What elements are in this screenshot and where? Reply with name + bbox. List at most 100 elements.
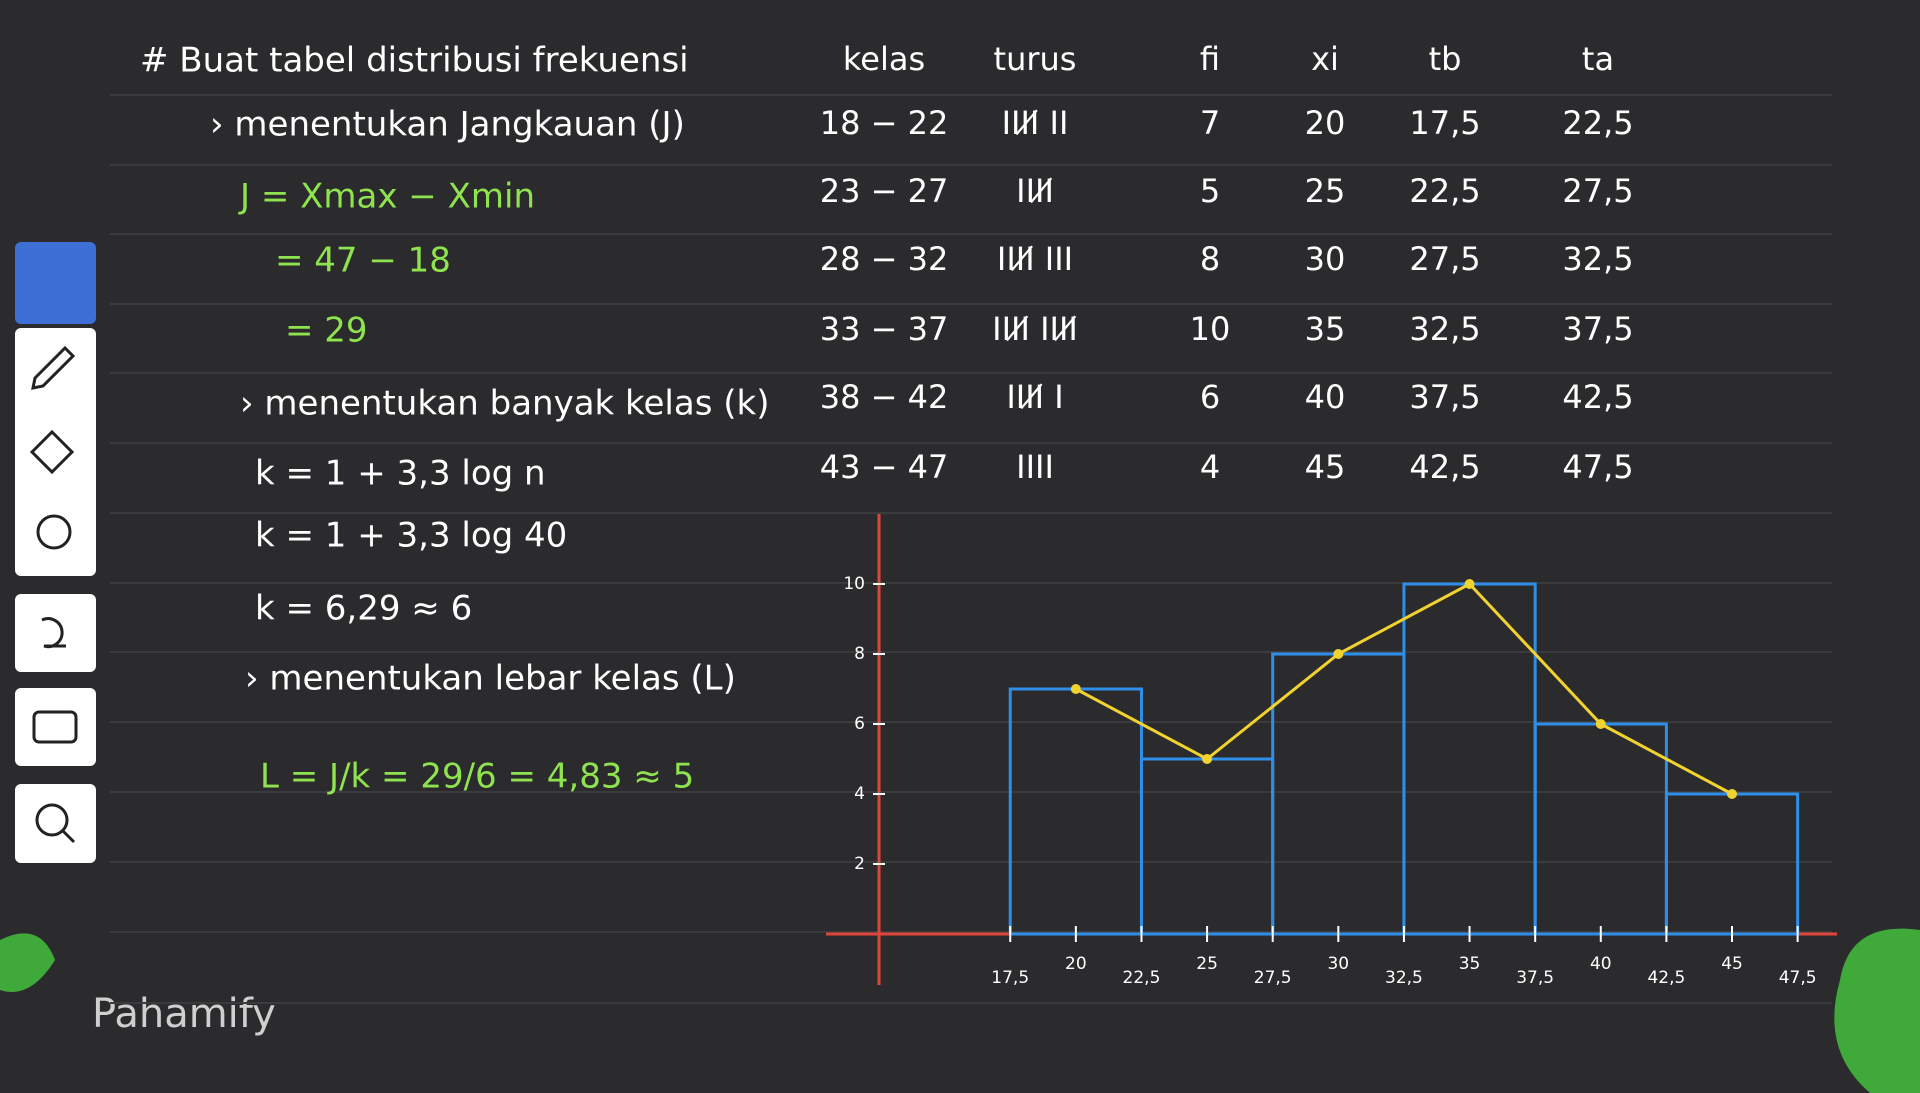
table-cell: 22,5 bbox=[1562, 104, 1633, 142]
laser-tool[interactable] bbox=[36, 514, 72, 550]
y-tick-label: 2 bbox=[854, 854, 865, 874]
table-cell: 27,5 bbox=[1409, 240, 1480, 278]
table-header: tb bbox=[1429, 40, 1462, 78]
x-tick-label: 45 bbox=[1721, 954, 1743, 974]
table-cell: 32,5 bbox=[1409, 310, 1480, 348]
table-cell: 18 − 22 bbox=[820, 104, 949, 142]
table-cell: IIII̸ II bbox=[1002, 104, 1069, 142]
table-cell: 4 bbox=[1200, 448, 1220, 486]
table-cell: IIII̸ IIII̸ bbox=[992, 310, 1078, 348]
histogram: 2 4 6 8 10 17,5 20 22,5 25 27,5 30 32,5 35 37,5 40 42,5… bbox=[826, 514, 1837, 988]
table-cell: 25 bbox=[1305, 172, 1346, 210]
note-line: k = 6,29 ≈ 6 bbox=[255, 589, 472, 629]
y-tick-label: 4 bbox=[854, 784, 865, 804]
table-cell: 20 bbox=[1305, 104, 1346, 142]
logo: Pahamify bbox=[92, 991, 276, 1037]
note-line: # Buat tabel distribusi frekuensi bbox=[140, 41, 689, 81]
frequency-polygon bbox=[1075, 582, 1733, 796]
y-tick-label: 10 bbox=[843, 574, 865, 594]
x-tick-label: 17,5 bbox=[991, 968, 1029, 988]
table-cell: IIII bbox=[1016, 448, 1054, 486]
polygon-point bbox=[1070, 684, 1081, 694]
polygon-point bbox=[1464, 579, 1475, 589]
table-cell: 30 bbox=[1305, 240, 1346, 278]
undo-tool[interactable] bbox=[15, 594, 96, 672]
x-tick-label: 25 bbox=[1196, 954, 1218, 974]
x-tick-label: 37,5 bbox=[1516, 968, 1554, 988]
table-cell: 8 bbox=[1200, 240, 1220, 278]
table-cell: 43 − 47 bbox=[820, 448, 949, 486]
x-tick-label: 40 bbox=[1590, 954, 1612, 974]
table-cell: IIII̸ I bbox=[1006, 378, 1063, 416]
table-cell: 22,5 bbox=[1409, 172, 1480, 210]
table-cell: 5 bbox=[1200, 172, 1220, 210]
table-cell: 27,5 bbox=[1562, 172, 1633, 210]
x-tick-label: 47,5 bbox=[1779, 968, 1817, 988]
note-line: J = Xmax − Xmin bbox=[238, 177, 535, 217]
notes: # Buat tabel distribusi frekuensi › menen… bbox=[140, 41, 769, 797]
x-tick-label: 42,5 bbox=[1647, 968, 1685, 988]
x-tick-label: 35 bbox=[1459, 954, 1481, 974]
x-tick-label: 22,5 bbox=[1123, 968, 1161, 988]
eraser-tool[interactable] bbox=[29, 429, 75, 475]
shape-icon bbox=[32, 710, 78, 744]
note-line: L = J/k = 29/6 = 4,83 ≈ 5 bbox=[260, 757, 694, 797]
polygon-point bbox=[1727, 789, 1738, 799]
table-header: kelas bbox=[843, 40, 925, 78]
ruled-lines bbox=[110, 94, 1832, 1004]
note-line: k = 1 + 3,3 log 40 bbox=[255, 516, 567, 556]
table-header: fi bbox=[1200, 40, 1220, 78]
note-line: = 47 − 18 bbox=[275, 241, 451, 281]
table-cell: 7 bbox=[1200, 104, 1220, 142]
x-tick-label: 20 bbox=[1065, 954, 1087, 974]
table-cell: 37,5 bbox=[1562, 310, 1633, 348]
zoom-tool[interactable] bbox=[15, 784, 96, 863]
table-cell: 35 bbox=[1305, 310, 1346, 348]
shape-tool[interactable] bbox=[15, 688, 96, 766]
table-cell: IIII̸ bbox=[1016, 172, 1054, 210]
polygon-point bbox=[1202, 754, 1213, 764]
note-line: › menentukan lebar kelas (L) bbox=[245, 659, 736, 699]
table-cell: 42,5 bbox=[1409, 448, 1480, 486]
table-cell: 37,5 bbox=[1409, 378, 1480, 416]
table-cell: IIII̸ III bbox=[997, 240, 1073, 278]
y-tick-label: 8 bbox=[854, 644, 865, 664]
polygon-point bbox=[1333, 649, 1344, 659]
table-cell: 38 − 42 bbox=[820, 378, 949, 416]
note-line: › menentukan Jangkauan (J) bbox=[210, 105, 685, 145]
x-tick-label: 30 bbox=[1327, 954, 1349, 974]
table-cell: 42,5 bbox=[1562, 378, 1633, 416]
x-tick-label: 32,5 bbox=[1385, 968, 1423, 988]
table-cell: 23 − 27 bbox=[820, 172, 949, 210]
polygon-point bbox=[1595, 719, 1606, 729]
y-tick-label: 6 bbox=[854, 714, 865, 734]
zoom-icon bbox=[35, 803, 69, 837]
table: kelas turus fi xi tb ta 18 − 22 IIII̸ II 7 20 17,5… bbox=[820, 40, 1634, 486]
undo-icon bbox=[41, 617, 66, 649]
table-cell: 28 − 32 bbox=[820, 240, 949, 278]
table-header: ta bbox=[1582, 40, 1614, 78]
hand-tool[interactable] bbox=[15, 242, 96, 324]
pen-tool[interactable] bbox=[31, 345, 76, 390]
table-cell: 33 − 37 bbox=[820, 310, 949, 348]
x-tick-label: 27,5 bbox=[1254, 968, 1292, 988]
table-cell: 6 bbox=[1200, 378, 1220, 416]
table-cell: 47,5 bbox=[1562, 448, 1633, 486]
zoom-handle bbox=[61, 829, 76, 844]
plant-left bbox=[0, 933, 55, 992]
table-cell: 45 bbox=[1305, 448, 1346, 486]
note-line: = 29 bbox=[285, 311, 368, 351]
plant-right bbox=[1834, 928, 1920, 1093]
toolbar bbox=[15, 242, 96, 863]
table-header: xi bbox=[1311, 40, 1339, 78]
table-header: turus bbox=[994, 40, 1077, 78]
table-cell: 10 bbox=[1190, 310, 1231, 348]
table-cell: 17,5 bbox=[1409, 104, 1480, 142]
table-cell: 40 bbox=[1305, 378, 1346, 416]
tool-panel bbox=[15, 328, 96, 576]
note-line: k = 1 + 3,3 log n bbox=[255, 454, 546, 494]
table-cell: 32,5 bbox=[1562, 240, 1633, 278]
